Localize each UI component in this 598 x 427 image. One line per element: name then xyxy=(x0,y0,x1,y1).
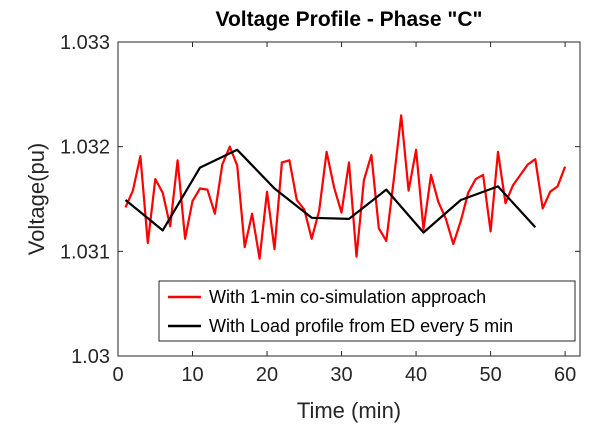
legend-label-1-min-co-simulation: With 1-min co-simulation approach xyxy=(209,287,486,307)
legend-box xyxy=(158,280,576,342)
x-tick-label: 0 xyxy=(112,364,123,386)
y-tick-label: 1.033 xyxy=(60,32,110,54)
y-axis: 1.03 1.031 1.032 1.033 xyxy=(60,32,580,368)
x-tick-label: 60 xyxy=(554,364,576,386)
y-tick-label: 1.03 xyxy=(71,346,110,368)
series-line-load-profile-ed xyxy=(124,148,537,234)
x-tick-label: 40 xyxy=(405,364,427,386)
series-line-1-min-co-simulation xyxy=(124,114,567,260)
legend: With 1-min co-simulation approach With L… xyxy=(158,280,576,342)
series-layer xyxy=(124,114,567,260)
chart-title: Voltage Profile - Phase "C" xyxy=(216,8,483,31)
x-tick-label: 20 xyxy=(256,364,278,386)
legend-label-load-profile-ed: With Load profile from ED every 5 min xyxy=(209,316,513,336)
x-axis-label: Time (min) xyxy=(297,398,401,423)
x-tick-label: 30 xyxy=(330,364,352,386)
y-tick-label: 1.031 xyxy=(60,241,110,263)
y-axis-label: Voltage(pu) xyxy=(24,143,49,256)
x-axis: 0 10 20 30 40 50 60 xyxy=(112,42,576,386)
x-tick-label: 50 xyxy=(479,364,501,386)
x-tick-label: 10 xyxy=(181,364,203,386)
y-tick-label: 1.032 xyxy=(60,137,110,159)
